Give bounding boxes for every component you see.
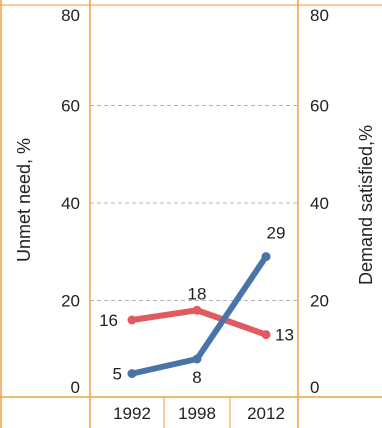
y-tick-right: 20 [310,292,329,311]
data-point [261,330,271,340]
y-tick-left: 40 [61,194,80,213]
data-label: 8 [192,368,201,387]
y-axis-label-right: Demand satisfied,% [356,125,376,285]
x-tick-label: 2012 [247,404,285,423]
tick-labels: 0 0 20 20 40 40 60 60 80 80 1992 1998 2012 [61,6,329,423]
y-tick-left: 0 [71,378,80,397]
y-tick-right: 80 [310,6,329,25]
y-tick-left: 60 [61,97,80,116]
x-tick-label: 1998 [178,404,216,423]
y-tick-left: 20 [61,292,80,311]
data-point [127,315,137,325]
data-label: 18 [188,284,207,303]
data-label: 5 [113,365,122,384]
data-labels: 16 18 13 5 8 29 [99,224,294,387]
y-tick-right: 0 [310,378,319,397]
y-tick-right: 40 [310,194,329,213]
data-label: 29 [267,224,286,243]
data-label: 16 [99,311,118,330]
data-point [192,354,202,364]
data-point [261,252,271,262]
series-lines [127,252,271,379]
data-label: 13 [275,326,294,345]
y-tick-left: 80 [61,6,80,25]
y-tick-right: 60 [310,97,329,116]
y-axis-label-left: Unmet need, % [14,138,34,262]
gridlines [90,105,298,301]
data-point [192,305,202,315]
data-point [127,369,137,379]
x-tick-label: 1992 [113,404,151,423]
